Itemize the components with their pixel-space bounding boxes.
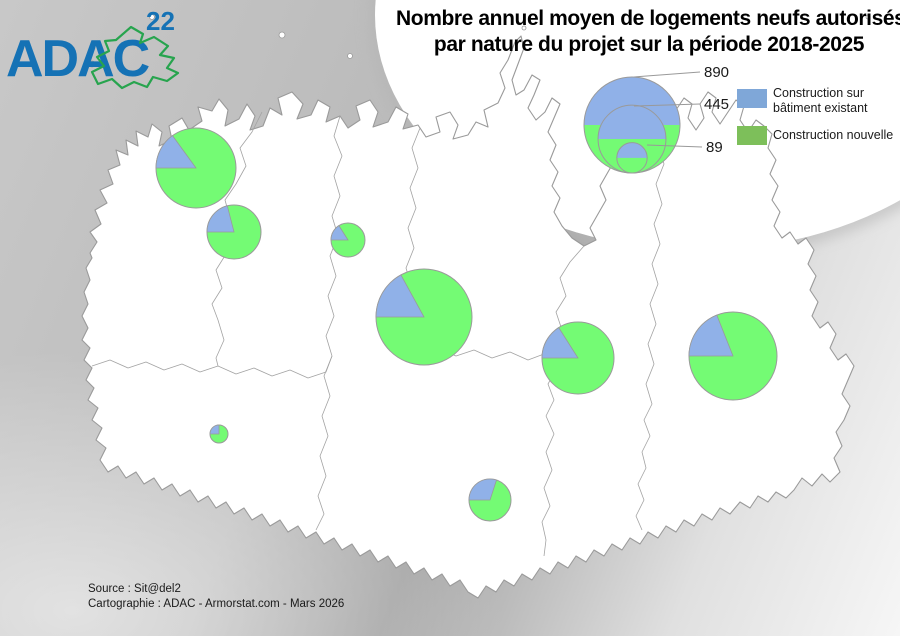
legend-size-circles [583,76,681,174]
source-credits: Source : Sit@del2 Cartographie : ADAC - … [88,582,344,612]
pie-chart-east-large [688,311,778,401]
legend-label-existing-line2: bâtiment existant [773,101,868,115]
pie-chart-nw-large [155,127,237,209]
legend-swatch-new [737,126,767,145]
adac-logo: ADAC 22 [6,6,180,90]
pies-layer [155,127,778,522]
map-title-line1: Nombre annuel moyen de logements neufs a… [396,7,900,30]
legend-size-label-445: 445 [704,96,730,113]
cartography-line: Cartographie : ADAC - Armorstat.com - Ma… [88,598,345,610]
pie-chart-southwest-tiny [209,424,229,444]
legend-size-label-89: 89 [706,139,723,156]
pie-chart-north-small [330,222,366,258]
legend-size-label-890: 890 [704,64,730,81]
islands [88,14,871,68]
map-title-line2: par nature du projet sur la période 2018… [433,33,865,56]
pie-chart-south-center [468,478,512,522]
legend-swatch-existing [737,89,767,108]
pie-chart-center-largest [375,268,473,366]
adac-logo-text: ADAC [6,30,150,88]
legend-leader-lines [633,71,703,148]
map-title: Nombre annuel moyen de logements neufs a… [396,6,900,58]
source-line: Source : Sit@del2 [88,583,181,595]
legend-label-existing: Construction sur bâtiment existant [773,86,868,116]
legend-label-new: Construction nouvelle [773,128,893,143]
legend-label-new-line1: Construction nouvelle [773,128,894,142]
adac-logo-dept-number: 22 [146,6,175,36]
pie-chart-nw-medium [206,204,262,260]
pie-chart-center-east [541,321,615,395]
adac-logo-department-shape-icon [90,25,180,90]
legend-label-existing-line1: Construction sur [773,86,865,100]
